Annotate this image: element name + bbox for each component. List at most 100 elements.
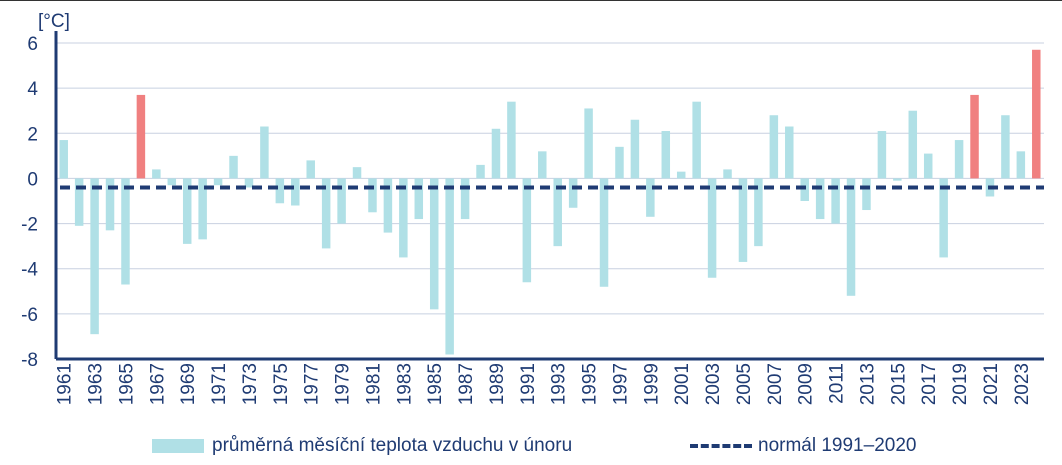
bar bbox=[491, 128, 501, 179]
legend-label-normal: normál 1991–2020 bbox=[758, 435, 917, 456]
bar bbox=[831, 178, 840, 224]
bar bbox=[692, 101, 701, 179]
bar bbox=[152, 169, 161, 179]
bar bbox=[445, 178, 454, 355]
bar bbox=[908, 110, 918, 179]
y-tick-label: 4 bbox=[27, 79, 38, 100]
y-tick-label: -6 bbox=[21, 305, 38, 326]
bar bbox=[260, 126, 269, 179]
x-tick-label: 2013 bbox=[857, 363, 878, 405]
y-tick-label: 2 bbox=[27, 124, 38, 145]
bar bbox=[646, 178, 655, 217]
bar bbox=[723, 169, 732, 179]
bar bbox=[275, 178, 285, 204]
bar bbox=[59, 140, 68, 179]
bar bbox=[337, 178, 346, 224]
bar bbox=[507, 101, 516, 179]
bar bbox=[846, 178, 856, 296]
bar bbox=[800, 178, 809, 201]
bar bbox=[893, 178, 902, 181]
bar bbox=[615, 146, 624, 179]
bar bbox=[754, 178, 763, 247]
x-tick-label: 1999 bbox=[641, 363, 662, 405]
bar bbox=[1032, 49, 1041, 179]
x-tick-label: 2015 bbox=[888, 363, 909, 405]
y-tick-labels: 6 4 2 0 -2 -4 -6 -8 bbox=[21, 34, 38, 371]
x-tick-label: 1997 bbox=[610, 363, 631, 405]
bar bbox=[383, 178, 393, 233]
bar bbox=[476, 164, 485, 179]
bar bbox=[213, 178, 223, 186]
bar bbox=[229, 155, 238, 179]
bar bbox=[815, 178, 825, 220]
bar bbox=[676, 171, 686, 179]
x-tick-label: 2009 bbox=[796, 363, 817, 405]
x-tick-label: 1963 bbox=[86, 363, 107, 405]
axes bbox=[54, 31, 1044, 361]
bar bbox=[769, 115, 779, 179]
bar bbox=[136, 94, 146, 179]
legend: průměrná měsíční teplota vzduchu v únoru… bbox=[0, 432, 1062, 460]
legend-item-normal: normál 1991–2020 bbox=[690, 432, 916, 460]
y-tick-label: 0 bbox=[27, 169, 38, 190]
bar bbox=[862, 178, 871, 211]
x-tick-label: 2007 bbox=[765, 363, 786, 405]
bar bbox=[785, 126, 794, 179]
bar bbox=[707, 178, 717, 278]
x-tick-label: 1985 bbox=[425, 363, 446, 405]
bar-series bbox=[59, 49, 1041, 355]
x-tick-label: 1967 bbox=[147, 363, 168, 405]
bar-chart: 6 4 2 0 -2 -4 -6 -8 1961 1963 1965 1967 1969 1971 197… bbox=[21, 11, 1044, 405]
bar bbox=[553, 178, 562, 247]
legend-swatch-line bbox=[690, 444, 752, 448]
x-tick-label: 2023 bbox=[1012, 363, 1033, 405]
bar bbox=[414, 178, 424, 220]
bar bbox=[1016, 151, 1026, 179]
x-tick-label: 1979 bbox=[333, 363, 354, 405]
bar bbox=[399, 178, 408, 258]
x-tick-label: 1971 bbox=[209, 363, 230, 405]
bar bbox=[244, 178, 254, 188]
bar bbox=[630, 119, 640, 179]
bar bbox=[321, 178, 331, 249]
bar bbox=[522, 178, 532, 283]
x-tick-label: 1995 bbox=[580, 363, 601, 405]
x-tick-label: 2019 bbox=[950, 363, 971, 405]
bar bbox=[105, 178, 115, 231]
bar bbox=[460, 178, 470, 220]
y-tick-label: -4 bbox=[21, 260, 38, 281]
x-tick-label: 1975 bbox=[271, 363, 292, 405]
bar bbox=[970, 94, 979, 179]
legend-swatch-bar bbox=[152, 439, 204, 453]
bar bbox=[429, 178, 439, 310]
legend-label-temperature: průměrná měsíční teplota vzduchu v únoru bbox=[212, 435, 573, 456]
bar bbox=[954, 140, 964, 179]
y-tick-label: 6 bbox=[27, 34, 38, 55]
y-axis-label: [°C] bbox=[38, 11, 70, 32]
x-tick-label: 2011 bbox=[827, 363, 848, 404]
bar bbox=[167, 178, 177, 186]
bar bbox=[74, 178, 84, 226]
x-tick-label: 2001 bbox=[672, 363, 693, 405]
x-tick-label: 1965 bbox=[116, 363, 137, 405]
x-tick-label: 1973 bbox=[240, 363, 261, 405]
x-tick-label: 2003 bbox=[703, 363, 724, 405]
y-tick-label: -2 bbox=[21, 215, 38, 236]
x-tick-label: 2005 bbox=[734, 363, 755, 405]
x-tick-label: 2017 bbox=[919, 363, 940, 405]
bar bbox=[939, 178, 948, 258]
x-tick-label: 1987 bbox=[456, 363, 477, 405]
bar bbox=[599, 178, 609, 287]
x-tick-label: 1977 bbox=[302, 363, 323, 405]
bar bbox=[584, 108, 593, 179]
legend-item-temperature: průměrná měsíční teplota vzduchu v únoru bbox=[152, 432, 572, 460]
bar bbox=[121, 178, 130, 285]
x-tick-label: 1969 bbox=[178, 363, 199, 405]
bar bbox=[291, 178, 300, 206]
bar bbox=[738, 178, 748, 262]
bar bbox=[1001, 115, 1010, 179]
bar bbox=[352, 167, 362, 179]
bar bbox=[568, 178, 578, 208]
x-tick-labels: 1961 1963 1965 1967 1969 1971 1973 1975 1977 1979… bbox=[55, 363, 1033, 405]
